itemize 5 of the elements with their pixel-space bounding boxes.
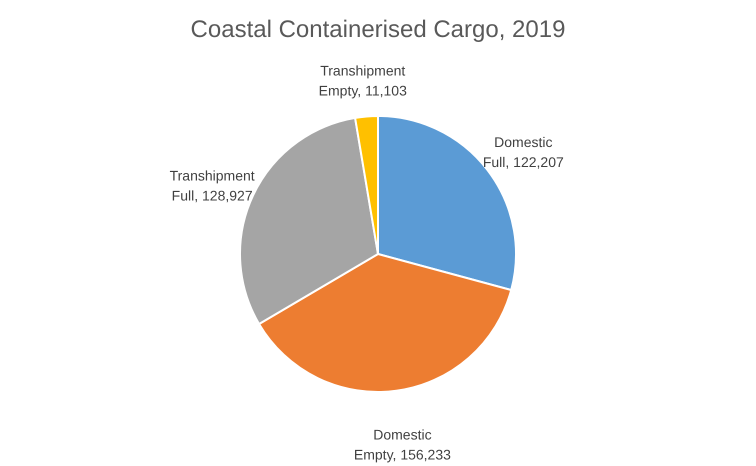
slice-label: Transhipment Empty, 11,103 — [318, 62, 408, 99]
slice-label: Transhipment Full, 128,927 — [170, 168, 255, 204]
chart-title: Coastal Containerised Cargo, 2019 — [190, 16, 566, 43]
slice-label: Domestic Empty, 156,233 — [354, 426, 452, 462]
slice-label: Domestic Full, 122,207 — [482, 134, 564, 170]
